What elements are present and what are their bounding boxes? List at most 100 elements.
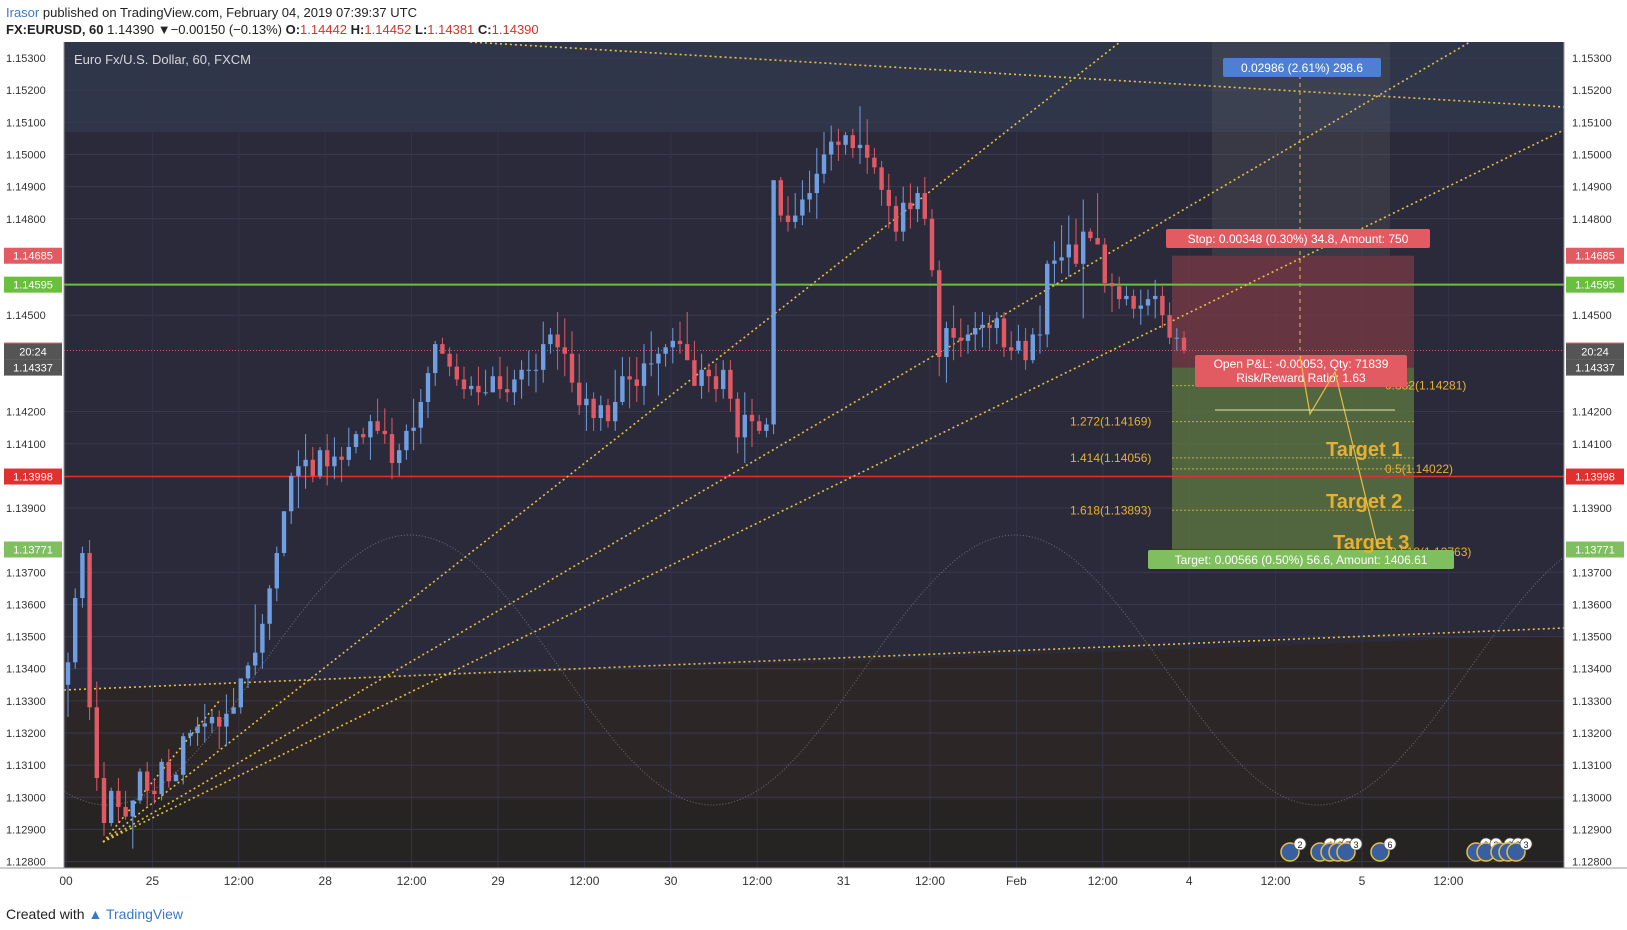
target-label-text: Target: 0.00566 (0.50%) 56.6, Amount: 14… bbox=[1175, 553, 1428, 567]
target-label-box bbox=[1148, 550, 1454, 569]
publisher-name[interactable]: Irasor bbox=[6, 5, 40, 20]
x-tick-label: 12:00 bbox=[397, 874, 427, 888]
y-tick-left: 1.13500 bbox=[6, 632, 46, 644]
y-tick-right: 1.13600 bbox=[1572, 599, 1612, 611]
candle-body bbox=[404, 430, 409, 451]
x-tick-label: 31 bbox=[837, 874, 851, 888]
price-badge bbox=[1566, 468, 1624, 485]
projection-path bbox=[1299, 355, 1379, 549]
candle-body bbox=[742, 414, 747, 438]
y-tick-right: 1.15200 bbox=[1572, 85, 1612, 97]
candle-body bbox=[224, 713, 229, 727]
candle-body bbox=[1153, 295, 1158, 300]
x-tick-label: 00 bbox=[59, 874, 73, 888]
close-value: 1.14390 bbox=[491, 22, 539, 37]
candle-body bbox=[245, 665, 251, 679]
price-badge-text: 1.14685 bbox=[13, 251, 53, 263]
top-band bbox=[64, 42, 1564, 132]
candle-body bbox=[87, 553, 92, 708]
y-tick-left: 1.13100 bbox=[6, 760, 46, 772]
candle-body bbox=[389, 434, 395, 464]
price-badge-text: 1.13771 bbox=[1575, 544, 1615, 556]
candle-body bbox=[577, 382, 582, 406]
candle-body bbox=[901, 202, 906, 232]
y-tick-left: 1.14100 bbox=[6, 439, 46, 451]
candle-body bbox=[310, 459, 315, 476]
candle-body bbox=[1016, 340, 1021, 351]
x-tick-label: 12:00 bbox=[1261, 874, 1291, 888]
x-tick-label: 12:00 bbox=[224, 874, 254, 888]
candle-body bbox=[620, 376, 625, 402]
y-tick-left: 1.13000 bbox=[6, 792, 46, 804]
y-tick-right: 1.13400 bbox=[1572, 664, 1612, 676]
candle-body bbox=[893, 205, 899, 232]
candle-body bbox=[843, 135, 848, 145]
x-tick-label: 25 bbox=[146, 874, 160, 888]
price-badge bbox=[4, 468, 62, 485]
price-badge-text: 1.13771 bbox=[13, 544, 53, 556]
target-zone bbox=[1172, 367, 1414, 550]
close-label: C: bbox=[477, 22, 492, 37]
y-tick-right: 1.15000 bbox=[1572, 149, 1612, 161]
tradingview-logo-icon[interactable]: ▲ bbox=[88, 906, 103, 922]
fib-label: 1.272(1.14169) bbox=[1070, 415, 1151, 429]
candle-body bbox=[346, 446, 351, 460]
published-text: published on TradingView.com, February 0… bbox=[42, 5, 417, 20]
candle-body bbox=[512, 379, 517, 393]
price-badge-text: 1.13998 bbox=[1575, 472, 1615, 484]
y-tick-right: 1.15300 bbox=[1572, 53, 1612, 65]
candle-body bbox=[771, 180, 776, 425]
candle-body bbox=[670, 340, 675, 348]
x-tick-label: 28 bbox=[319, 874, 333, 888]
candle-body bbox=[548, 334, 553, 345]
price-badge-text: 1.14595 bbox=[1575, 280, 1615, 292]
candle-body bbox=[281, 511, 287, 554]
candle-body bbox=[929, 218, 935, 271]
price-badge-text: 1.14337 bbox=[13, 363, 53, 375]
y-tick-left: 1.13900 bbox=[6, 503, 46, 515]
candle-body bbox=[368, 421, 373, 438]
y-tick-right: 1.14100 bbox=[1572, 439, 1612, 451]
high-label: H: bbox=[350, 22, 365, 37]
candle-body bbox=[1131, 295, 1136, 309]
range-label-text: 0.02986 (2.61%) 298.6 bbox=[1241, 61, 1363, 75]
candle-body bbox=[490, 376, 495, 393]
y-tick-right: 1.13500 bbox=[1572, 632, 1612, 644]
candle-body bbox=[699, 369, 704, 386]
candle-body bbox=[836, 141, 841, 145]
candle-body bbox=[987, 324, 992, 329]
price-badge-text: 1.14685 bbox=[1575, 251, 1615, 263]
candle-body bbox=[757, 421, 762, 431]
candle-body bbox=[973, 328, 978, 335]
fib-label: 1.414(1.14056) bbox=[1070, 451, 1151, 465]
candle-body bbox=[94, 707, 99, 779]
candle-body bbox=[202, 723, 207, 727]
candle-body bbox=[325, 450, 330, 467]
candle-body bbox=[1138, 305, 1143, 309]
candle-body bbox=[872, 157, 877, 168]
candle-body bbox=[749, 414, 755, 422]
candle-body bbox=[1102, 244, 1107, 284]
candle-body bbox=[562, 347, 567, 354]
y-tick-left: 1.13400 bbox=[6, 664, 46, 676]
candle-body bbox=[721, 369, 726, 390]
brand-name[interactable]: TradingView bbox=[105, 906, 184, 922]
y-tick-left: 1.12800 bbox=[6, 857, 46, 869]
candle-body bbox=[541, 344, 546, 370]
candle-body bbox=[1009, 347, 1014, 351]
candle-body bbox=[73, 598, 78, 663]
candle-body bbox=[785, 215, 791, 222]
candle-body bbox=[361, 434, 366, 438]
candle-body bbox=[217, 716, 222, 727]
y-tick-right: 1.13200 bbox=[1572, 728, 1612, 740]
candle-body bbox=[958, 337, 963, 341]
created-with: Created with bbox=[6, 906, 85, 922]
candle-body bbox=[591, 398, 596, 419]
price-badge bbox=[1566, 541, 1624, 558]
candle-body bbox=[1052, 260, 1057, 264]
candle-body bbox=[944, 328, 949, 357]
candle-body bbox=[231, 707, 236, 714]
last-price: 1.14390 bbox=[107, 22, 155, 37]
x-tick-label: 30 bbox=[664, 874, 678, 888]
